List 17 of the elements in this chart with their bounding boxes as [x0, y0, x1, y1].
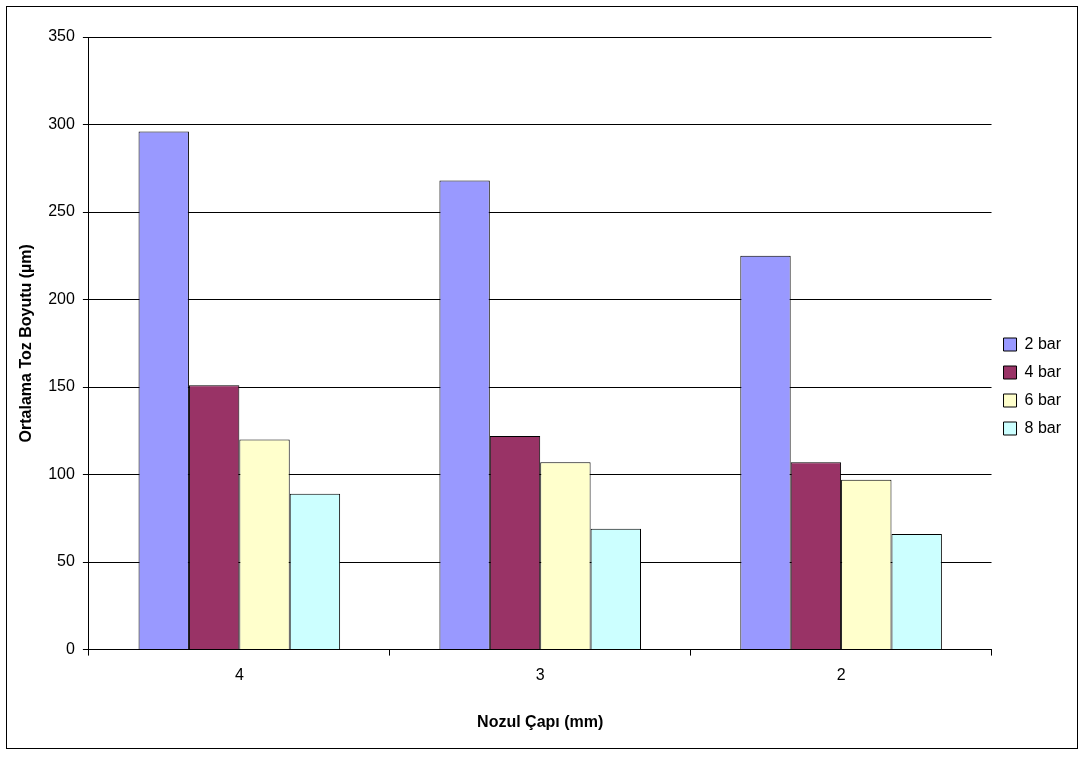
x-tick-label: 2 [836, 665, 846, 683]
y-tick-label: 50 [57, 552, 75, 570]
y-tick-label: 300 [48, 114, 75, 132]
y-tick-label: 350 [48, 27, 75, 45]
legend-label: 2 bar [1024, 334, 1062, 352]
x-axis-title: Nozul Çapı (mm) [477, 712, 604, 730]
y-tick-label: 200 [48, 289, 75, 307]
y-tick-label: 150 [48, 377, 75, 395]
y-tick-label: 100 [48, 464, 75, 482]
legend-label: 4 bar [1024, 362, 1062, 380]
y-tick-label: 250 [48, 202, 75, 220]
y-axis-title: Ortalama Toz Boyutu (µm) [17, 244, 35, 443]
y-tick-label: 0 [65, 640, 75, 658]
x-tick-label: 4 [234, 665, 244, 683]
x-tick-label: 3 [535, 665, 545, 683]
legend-label: 6 bar [1024, 390, 1062, 408]
legend-label: 8 bar [1024, 418, 1062, 436]
